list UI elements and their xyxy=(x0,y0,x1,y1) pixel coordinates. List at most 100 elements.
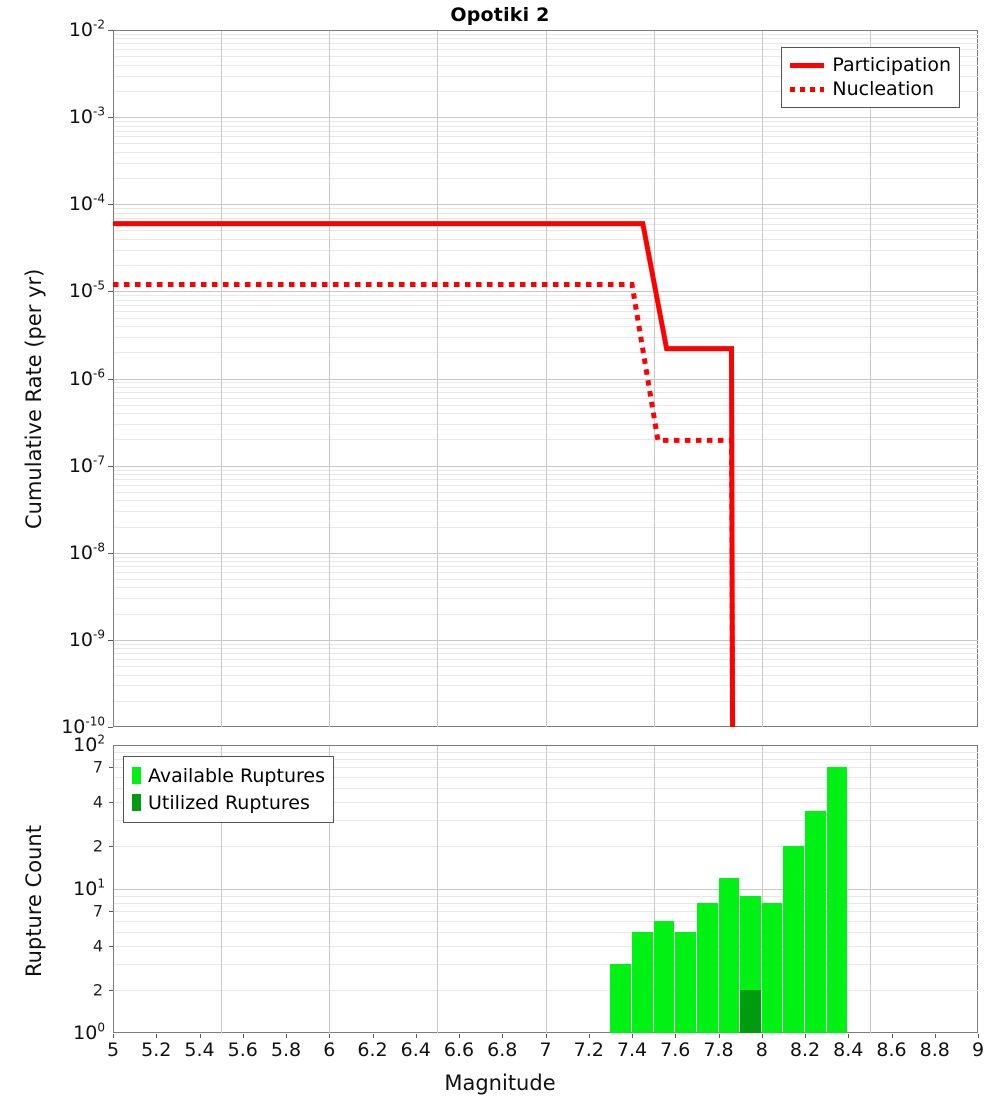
line-solid-icon xyxy=(790,62,825,68)
x-tick-mark xyxy=(675,1034,677,1038)
y-tick-label: 10-10 xyxy=(61,714,105,738)
gridline xyxy=(437,31,439,727)
legend-label-available-ruptures: Available Ruptures xyxy=(148,764,325,787)
x-tick-label: 5.4 xyxy=(184,1039,215,1061)
y-tick-label-minor: 7 xyxy=(92,757,103,777)
utilized-swatch-icon xyxy=(132,794,141,811)
x-tick-mark xyxy=(848,1034,850,1038)
cumulative-rate-legend: Participation Nucleation xyxy=(781,47,960,108)
x-tick-mark xyxy=(978,1034,979,1038)
y-tick-mark xyxy=(108,465,113,467)
legend-item-utilized-ruptures[interactable]: Utilized Ruptures xyxy=(132,789,325,816)
y-tick-mark xyxy=(108,204,113,206)
gridline xyxy=(221,31,223,727)
table-row xyxy=(718,877,740,1033)
x-tick-mark xyxy=(891,1034,893,1038)
gridline xyxy=(545,31,547,727)
x-tick-mark xyxy=(502,1034,504,1038)
x-tick-label: 8.8 xyxy=(919,1039,950,1061)
x-tick-label: 7.6 xyxy=(660,1039,691,1061)
gridline xyxy=(653,31,655,727)
table-row xyxy=(826,767,848,1033)
y-tick-mark xyxy=(108,727,113,728)
y-tick-mark xyxy=(109,802,113,804)
y-tick-label: 101 xyxy=(73,876,105,900)
y-tick-mark xyxy=(108,30,113,31)
legend-item-participation[interactable]: Participation xyxy=(790,53,951,77)
x-tick-mark xyxy=(286,1034,287,1038)
y-tick-label-minor: 2 xyxy=(92,980,103,1000)
y-tick-label: 10-5 xyxy=(68,279,105,303)
table-row xyxy=(632,932,653,1033)
table-row xyxy=(610,964,631,1033)
x-tick-label: 8.2 xyxy=(789,1039,821,1061)
x-tick-label: 7.2 xyxy=(573,1039,604,1061)
x-tick-label: 8.6 xyxy=(876,1039,907,1061)
x-tick-mark xyxy=(199,1034,201,1038)
utilized-segment xyxy=(740,989,761,1033)
y-tick-label: 10-8 xyxy=(68,540,105,564)
x-tick-label: 8.4 xyxy=(833,1039,864,1061)
x-tick-mark xyxy=(156,1034,158,1038)
table-row xyxy=(696,902,718,1033)
x-tick-mark xyxy=(415,1034,417,1038)
x-tick-mark xyxy=(113,1034,114,1038)
table-row xyxy=(740,895,761,1033)
legend-label-participation: Participation xyxy=(832,54,951,76)
table-row xyxy=(675,932,696,1033)
legend-label-nucleation: Nucleation xyxy=(832,78,935,100)
x-tick-mark xyxy=(372,1034,374,1038)
x-tick-mark xyxy=(761,1034,763,1038)
x-tick-label: 5 xyxy=(106,1039,120,1061)
x-tick-label: 7 xyxy=(539,1039,552,1061)
y-tick-label-minor: 4 xyxy=(92,936,103,956)
y-tick-label: 10-9 xyxy=(68,627,105,651)
x-tick-mark xyxy=(588,1034,590,1038)
gridline xyxy=(653,746,655,1033)
legend-label-utilized-ruptures: Utilized Ruptures xyxy=(148,791,310,814)
gridline xyxy=(761,31,763,727)
x-tick-label: 5.2 xyxy=(141,1039,172,1061)
x-tick-label: 5.8 xyxy=(270,1039,302,1061)
available-swatch-icon xyxy=(132,767,141,784)
x-tick-mark xyxy=(545,1034,547,1038)
gridline xyxy=(869,31,871,727)
table-row xyxy=(761,902,783,1033)
y-tick-label: 102 xyxy=(73,732,105,756)
gridline xyxy=(329,31,331,727)
y-tick-mark xyxy=(109,845,113,847)
table-row xyxy=(805,810,826,1033)
gridline xyxy=(869,746,871,1033)
rupture-count-legend: Available Ruptures Utilized Ruptures xyxy=(123,756,334,823)
legend-item-available-ruptures[interactable]: Available Ruptures xyxy=(132,762,325,789)
y-tick-label-minor: 2 xyxy=(92,836,103,856)
x-tick-label: 7.4 xyxy=(616,1039,648,1061)
y-tick-label-minor: 7 xyxy=(92,901,103,921)
x-tick-label: 6.4 xyxy=(400,1039,431,1061)
y-tick-label: 10-6 xyxy=(68,366,105,390)
x-tick-label: 6.8 xyxy=(487,1039,518,1061)
x-tick-mark xyxy=(934,1034,936,1038)
x-tick-label: 9 xyxy=(971,1039,985,1061)
y-tick-label: 10-4 xyxy=(68,191,105,216)
legend-item-nucleation[interactable]: Nucleation xyxy=(790,77,951,101)
x-tick-label: 6 xyxy=(323,1039,336,1061)
table-row xyxy=(783,845,804,1033)
curve-nucleation xyxy=(113,281,736,727)
x-tick-mark xyxy=(242,1034,244,1038)
table-row xyxy=(653,920,675,1033)
x-tick-label: 5.6 xyxy=(227,1039,258,1061)
y-tick-label: 10-7 xyxy=(68,453,105,477)
y-tick-label: 10-2 xyxy=(68,17,105,41)
y-tick-mark xyxy=(108,117,113,119)
x-tick-mark xyxy=(459,1034,460,1038)
y-tick-mark xyxy=(109,767,113,769)
x-tick-mark xyxy=(632,1034,633,1038)
gridline xyxy=(545,746,547,1033)
line-dotted-icon xyxy=(790,86,825,92)
x-tick-label: 6.2 xyxy=(357,1039,388,1061)
gridline xyxy=(761,746,763,1033)
y-tick-mark xyxy=(108,291,113,293)
